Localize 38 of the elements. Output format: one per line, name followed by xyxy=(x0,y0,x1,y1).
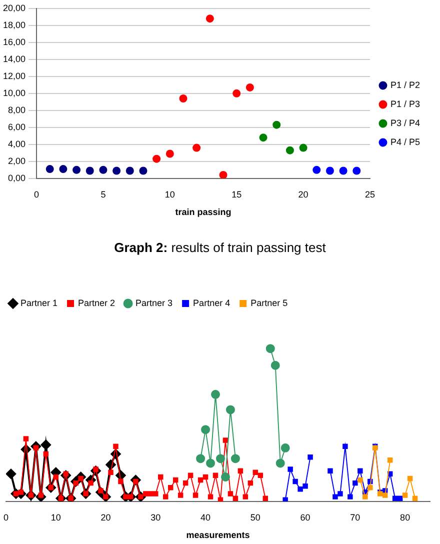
y-tick-label: 8,00 xyxy=(8,104,26,115)
x-tick-label: 30 xyxy=(150,512,161,522)
x-tick-label: 50 xyxy=(250,512,260,522)
legend-label: P1 / P2 xyxy=(390,80,420,90)
x-tick-label: 60 xyxy=(300,512,310,522)
x-tick-label: 25 xyxy=(364,189,375,200)
y-tick-label: 6,00 xyxy=(8,122,26,132)
y-tick-label: 2,00 xyxy=(8,156,26,166)
x-axis-title: train passing xyxy=(175,207,232,218)
y-tick-label: 16,00 xyxy=(2,36,26,47)
x-axis-title: measurements xyxy=(186,530,250,540)
legend-label: Partner 4 xyxy=(193,298,230,308)
y-tick-label: 14,00 xyxy=(2,54,26,64)
x-tick-label: 0 xyxy=(3,512,9,522)
y-tick-label: 20,00 xyxy=(2,2,26,13)
x-tick-label: 5 xyxy=(100,189,106,200)
x-tick-label: 20 xyxy=(298,189,308,200)
y-tick-label: 12,00 xyxy=(2,70,26,81)
legend-label: P4 / P5 xyxy=(390,136,420,147)
x-tick-label: 80 xyxy=(400,512,410,522)
y-tick-label: 10,00 xyxy=(2,88,26,98)
y-tick-label: 0,00 xyxy=(8,172,26,183)
x-tick-label: 40 xyxy=(200,512,211,522)
caption: Graph 2: results of train passing test xyxy=(114,240,326,255)
x-tick-label: 70 xyxy=(350,512,360,522)
x-tick-label: 15 xyxy=(232,189,242,200)
y-tick-label: 4,00 xyxy=(8,138,26,149)
x-tick-label: 10 xyxy=(164,189,175,200)
legend-label: P3 / P4 xyxy=(390,118,420,128)
legend-label: P1 / P3 xyxy=(390,98,420,109)
x-tick-label: 0 xyxy=(34,189,40,200)
legend-label: Partner 2 xyxy=(78,298,116,308)
legend-label: Partner 1 xyxy=(20,298,58,308)
x-tick-label: 10 xyxy=(50,512,61,522)
x-tick-label: 20 xyxy=(100,512,111,522)
legend-label: Partner 5 xyxy=(250,298,288,308)
legend-label: Partner 3 xyxy=(136,298,173,308)
y-tick-label: 18,00 xyxy=(2,20,26,30)
